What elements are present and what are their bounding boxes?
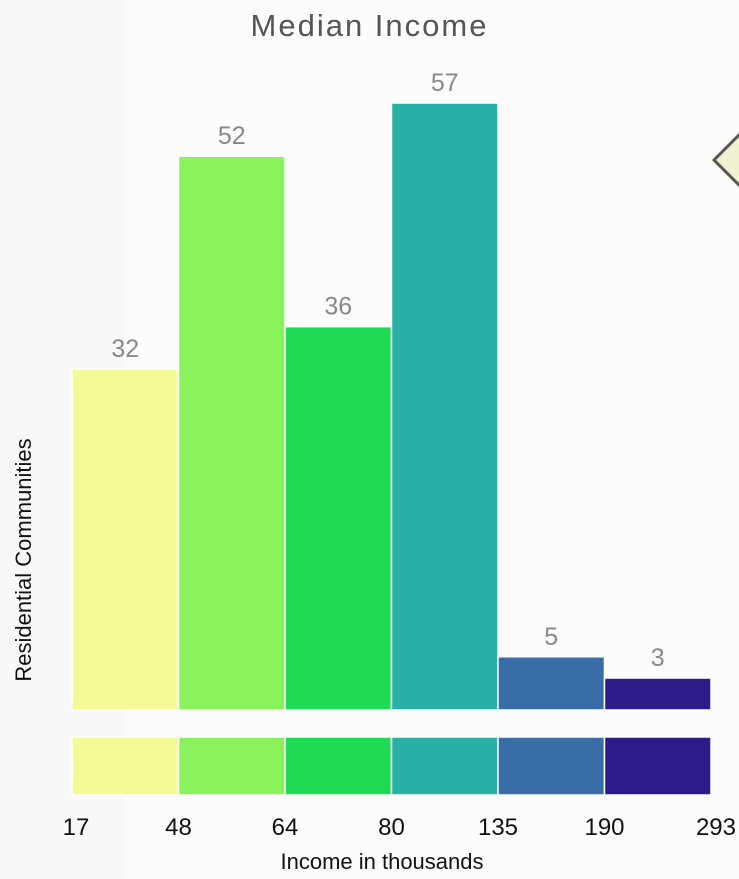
bar-64-80[interactable]	[284, 325, 393, 711]
color-strip-segment	[497, 736, 606, 796]
x-tick-label: 80	[378, 814, 405, 841]
tick-labels-group: 17 48 64 80 135 190 293	[63, 814, 736, 841]
color-strip-segment	[284, 736, 393, 796]
x-axis-label: Income in thousands	[280, 849, 484, 874]
chart-title: Median Income	[250, 8, 489, 43]
bar-190-293[interactable]	[603, 677, 712, 711]
color-strip-segment	[177, 736, 286, 796]
color-strip-segment	[603, 736, 712, 796]
diamond-pointer-icon	[712, 132, 739, 188]
x-tick-label: 293	[696, 814, 736, 841]
bar-17-48[interactable]	[71, 368, 180, 711]
data-label: 3	[651, 644, 665, 672]
bar-135-190[interactable]	[497, 656, 606, 711]
data-label: 32	[111, 335, 139, 363]
color-strip-segment	[390, 736, 499, 796]
x-tick-label: 48	[165, 814, 192, 841]
bars-group	[71, 102, 712, 711]
data-label: 52	[218, 122, 246, 150]
color-strip-segment	[71, 736, 180, 796]
x-tick-label: 190	[584, 814, 624, 841]
bar-80-135[interactable]	[390, 102, 499, 711]
data-labels-group: 32 52 36 57 5 3	[111, 69, 664, 672]
data-label: 57	[431, 69, 459, 97]
color-strip-group	[71, 736, 712, 796]
data-label: 5	[544, 623, 558, 651]
data-label: 36	[324, 293, 352, 321]
bar-48-64[interactable]	[177, 155, 286, 711]
x-tick-label: 64	[272, 814, 299, 841]
x-tick-label: 135	[478, 814, 518, 841]
x-tick-label: 17	[63, 814, 90, 841]
